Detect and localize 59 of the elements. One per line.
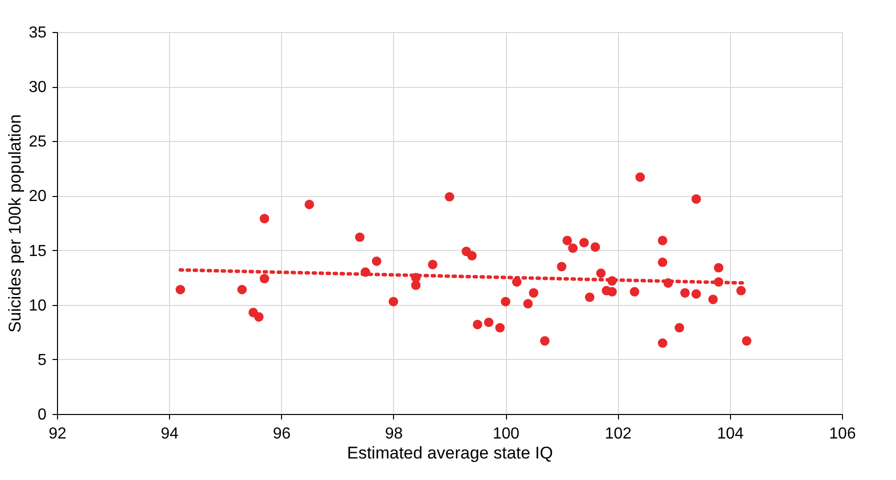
point bbox=[736, 286, 746, 296]
point bbox=[495, 323, 505, 333]
point bbox=[607, 287, 617, 296]
point bbox=[630, 287, 640, 296]
point bbox=[472, 320, 482, 330]
x-tick-label: 106 bbox=[829, 426, 856, 442]
x-tick-label: 92 bbox=[48, 426, 66, 442]
point bbox=[708, 294, 718, 304]
x-tick-label: 104 bbox=[717, 426, 744, 442]
x-tick-label: 100 bbox=[492, 426, 520, 442]
y-tick-label: 35 bbox=[28, 24, 47, 42]
point bbox=[444, 192, 454, 202]
x-tick-label: 94 bbox=[160, 426, 179, 442]
point bbox=[355, 232, 365, 242]
point bbox=[579, 238, 589, 248]
point bbox=[388, 296, 398, 306]
x-tick-label: 98 bbox=[385, 426, 403, 442]
y-tick-label: 20 bbox=[28, 188, 47, 206]
point bbox=[260, 274, 270, 284]
point bbox=[658, 236, 668, 246]
point bbox=[691, 194, 701, 204]
y-tick-label: 30 bbox=[28, 79, 47, 96]
point bbox=[540, 336, 550, 346]
point bbox=[596, 268, 606, 278]
y-tick-label: 15 bbox=[28, 242, 47, 260]
y-axis-title: Suicides per 100k population bbox=[6, 114, 25, 333]
point bbox=[556, 262, 566, 272]
point bbox=[742, 336, 752, 346]
point bbox=[260, 214, 270, 224]
point bbox=[304, 200, 314, 210]
point bbox=[714, 263, 724, 272]
point bbox=[428, 260, 438, 270]
point bbox=[568, 243, 578, 253]
y-tick-label: 5 bbox=[38, 352, 47, 369]
point bbox=[523, 299, 533, 308]
point bbox=[562, 236, 572, 246]
x-tick-label: 96 bbox=[272, 426, 291, 442]
y-tick-label: 10 bbox=[28, 297, 47, 314]
point bbox=[176, 284, 186, 294]
point bbox=[528, 288, 538, 298]
point bbox=[372, 256, 382, 266]
point bbox=[590, 242, 600, 252]
y-tick-label: 25 bbox=[28, 134, 47, 151]
point bbox=[584, 292, 594, 302]
point bbox=[411, 280, 421, 290]
point bbox=[237, 284, 247, 294]
x-tick-label: 102 bbox=[604, 426, 632, 442]
point bbox=[674, 323, 684, 333]
point bbox=[484, 318, 494, 328]
point bbox=[254, 312, 264, 322]
point bbox=[680, 288, 690, 298]
point bbox=[500, 296, 510, 306]
point bbox=[658, 338, 668, 348]
point bbox=[691, 289, 701, 299]
point bbox=[658, 258, 668, 268]
x-axis-title: Estimated average state IQ bbox=[347, 444, 553, 462]
y-tick-label: 0 bbox=[38, 406, 47, 424]
point bbox=[467, 251, 477, 260]
point bbox=[635, 172, 645, 182]
